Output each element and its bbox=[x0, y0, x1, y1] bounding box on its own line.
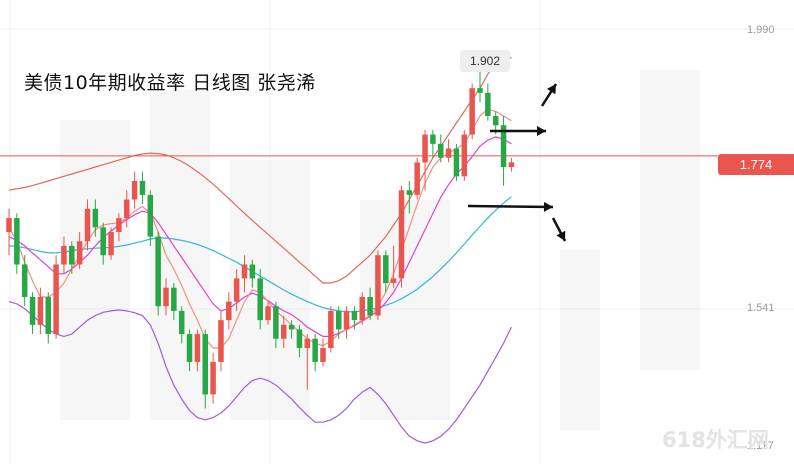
candle bbox=[320, 348, 326, 362]
candle bbox=[53, 264, 59, 335]
candle bbox=[6, 218, 12, 232]
candle bbox=[492, 116, 499, 126]
candle bbox=[445, 148, 452, 158]
candle bbox=[273, 306, 279, 339]
candle bbox=[281, 324, 287, 339]
candle bbox=[218, 320, 224, 362]
candle bbox=[147, 194, 154, 237]
candle bbox=[390, 278, 397, 284]
candle bbox=[69, 245, 75, 265]
candle bbox=[477, 88, 483, 93]
indicator-line bbox=[8, 55, 512, 284]
candle bbox=[116, 218, 122, 232]
candle bbox=[194, 334, 201, 362]
candle bbox=[288, 324, 295, 330]
candle bbox=[37, 296, 44, 325]
candle bbox=[100, 227, 106, 256]
arrow-head bbox=[543, 201, 553, 212]
candle bbox=[171, 287, 177, 311]
candle bbox=[29, 296, 36, 325]
arrow-head bbox=[556, 230, 566, 241]
candle bbox=[438, 143, 444, 158]
y-tick-label: 1.541 bbox=[747, 302, 775, 314]
candle bbox=[383, 255, 389, 284]
candle bbox=[202, 334, 208, 395]
chart-title: 美债10年期收益率 日线图 张尧浠 bbox=[24, 72, 316, 94]
candle bbox=[108, 232, 114, 256]
candle bbox=[500, 125, 507, 168]
arrow-head bbox=[546, 84, 556, 95]
y-tick-label: 1.990 bbox=[747, 24, 775, 36]
candle bbox=[398, 190, 405, 279]
candle bbox=[469, 88, 475, 135]
y-tick-label: 1.117 bbox=[747, 440, 774, 452]
candle bbox=[241, 264, 248, 279]
candle bbox=[178, 310, 185, 335]
candle bbox=[485, 92, 491, 116]
candle bbox=[131, 180, 138, 200]
candle bbox=[359, 296, 365, 321]
candle bbox=[233, 278, 240, 302]
candle bbox=[124, 199, 130, 219]
candle bbox=[406, 190, 413, 195]
candle bbox=[92, 208, 99, 228]
candle bbox=[14, 218, 20, 265]
candle bbox=[304, 338, 311, 348]
last-price-tag: 1.774 bbox=[718, 154, 794, 175]
high-label: 1.902 bbox=[460, 50, 510, 72]
candle bbox=[367, 296, 373, 316]
candle bbox=[375, 255, 381, 316]
candle bbox=[351, 310, 358, 321]
candle bbox=[508, 162, 515, 168]
bg-block bbox=[560, 250, 600, 430]
candle bbox=[76, 241, 83, 265]
candle bbox=[257, 278, 263, 321]
candle bbox=[210, 361, 216, 395]
candle bbox=[312, 338, 318, 362]
arrow-head bbox=[537, 126, 546, 136]
candle bbox=[249, 264, 256, 279]
watermark: 618外汇网 bbox=[662, 428, 769, 452]
candle bbox=[335, 310, 342, 330]
candle bbox=[155, 236, 161, 307]
arrow-line bbox=[467, 204, 554, 209]
bg-block bbox=[640, 70, 700, 370]
candle bbox=[139, 180, 146, 195]
candle bbox=[163, 287, 169, 307]
candle bbox=[265, 306, 271, 321]
candle bbox=[461, 134, 468, 177]
candle bbox=[414, 162, 420, 195]
candle bbox=[45, 296, 51, 335]
candle bbox=[61, 245, 67, 265]
candle bbox=[21, 264, 28, 297]
candle bbox=[422, 134, 428, 163]
candle bbox=[453, 148, 460, 177]
bg-block bbox=[360, 200, 450, 420]
candle bbox=[296, 329, 303, 348]
candle bbox=[430, 134, 436, 144]
candle bbox=[343, 310, 350, 330]
candle bbox=[186, 334, 193, 362]
candle bbox=[84, 208, 91, 242]
candle bbox=[226, 301, 232, 321]
candle bbox=[328, 310, 334, 348]
indicator-line bbox=[8, 301, 512, 444]
